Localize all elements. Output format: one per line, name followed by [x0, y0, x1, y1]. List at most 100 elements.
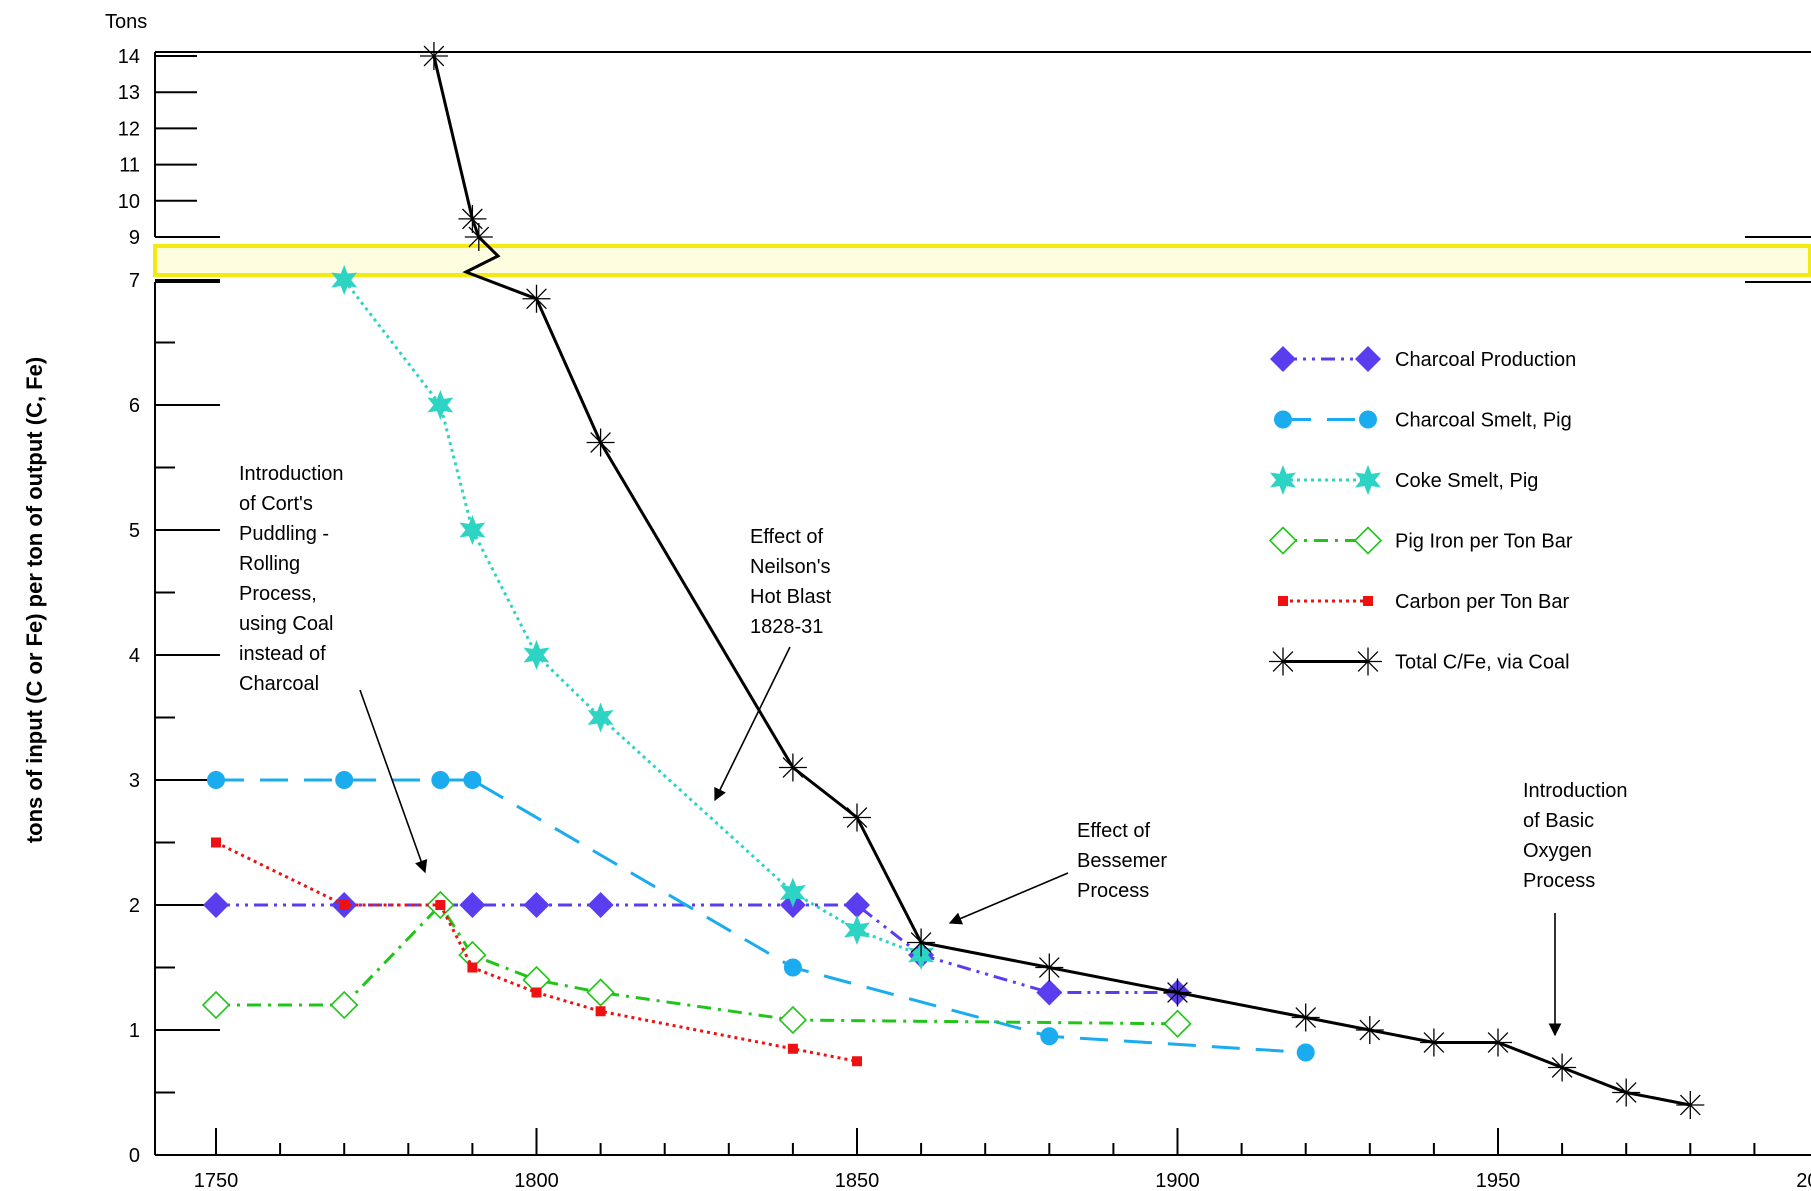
legend-item: Charcoal Smelt, Pig: [1274, 410, 1572, 432]
marker-asterisk: [778, 753, 807, 782]
x-tick-label: 1850: [835, 1170, 880, 1191]
series-charcoal-smelt-pig: [207, 771, 1315, 1062]
marker-star: [331, 265, 358, 295]
marker-square: [435, 900, 446, 910]
y-tick-label: 4: [129, 645, 140, 667]
annotation-line: Neilson's: [750, 556, 831, 578]
marker-diamond: [587, 892, 614, 918]
x-tick-label: 1800: [514, 1170, 559, 1191]
marker-asterisk: [464, 223, 493, 251]
annotation-line: Hot Blast: [750, 586, 832, 608]
y-tick-label: 6: [129, 395, 140, 417]
marker-asterisk-stroke: [1423, 1032, 1445, 1053]
marker-star: [459, 515, 486, 545]
marker-asterisk-stroke: [526, 288, 547, 310]
marker-asterisk-stroke: [1167, 982, 1188, 1003]
marker-asterisk-stroke: [1551, 1057, 1573, 1078]
marker-asterisk: [458, 204, 487, 233]
marker-star: [779, 877, 806, 908]
marker-diamond: [523, 892, 550, 918]
marker-open-diamond: [1163, 1009, 1192, 1038]
marker-diamond: [1036, 979, 1063, 1006]
series-line: [343, 279, 922, 957]
marker-diamond: [844, 892, 870, 918]
y-tick-label: 9: [129, 227, 140, 249]
legend-label: Coke Smelt, Pig: [1395, 470, 1538, 492]
marker-asterisk: [522, 284, 551, 313]
annotation-line: using Coal: [239, 613, 334, 635]
marker-diamond: [203, 892, 229, 918]
y-tick-label: 7: [129, 270, 140, 292]
annotation-bessemer: Effect of Bessemer Process: [948, 820, 1167, 925]
annotation-line: Rolling: [239, 553, 300, 575]
legend-item: Carbon per Ton Bar: [1278, 591, 1570, 613]
y-tick-label: 12: [118, 118, 140, 140]
marker-asterisk: [419, 42, 448, 70]
marker-star: [427, 390, 454, 420]
marker-asterisk-stroke: [910, 932, 932, 953]
marker-circle: [1359, 410, 1377, 429]
y-unit-label: Tons: [105, 11, 147, 33]
marker-open-diamond: [201, 990, 231, 1020]
marker-star: [587, 702, 614, 733]
series-total-c-fe-via-coal: [419, 42, 1705, 1119]
marker-square: [211, 837, 221, 848]
legend-label: Total C/Fe, via Coal: [1395, 652, 1570, 674]
annotation-line: Puddling -: [239, 523, 329, 545]
annotation-line: Introduction: [239, 463, 344, 485]
marker-diamond: [1355, 346, 1381, 372]
legend-label: Pig Iron per Ton Bar: [1395, 531, 1573, 553]
annotation-line: Process: [1077, 880, 1149, 902]
legend-label: Carbon per Ton Bar: [1395, 591, 1570, 613]
marker-square: [1363, 596, 1373, 606]
y-tick-label: 14: [118, 46, 140, 68]
series-line: [215, 841, 858, 1063]
marker-circle: [335, 771, 354, 789]
x-tick-label: 1950: [1476, 1170, 1521, 1191]
annotations-layer: Introduction of Cort's Puddling - Rolling Pr…: [239, 463, 1628, 1037]
marker-circle: [431, 771, 450, 789]
series-line: [432, 55, 1691, 1107]
marker-open-diamond: [330, 990, 359, 1020]
marker-asterisk: [1163, 978, 1192, 1007]
marker-asterisk: [1035, 953, 1064, 982]
x-tick-label: 2000: [1796, 1170, 1811, 1191]
marker-asterisk-stroke: [782, 757, 804, 778]
y-tick-label: 13: [118, 82, 140, 104]
legend-item: Coke Smelt, Pig: [1270, 465, 1538, 495]
legend-label: Charcoal Production: [1395, 349, 1576, 371]
marker-asterisk: [843, 803, 871, 832]
y-tick-label: 1: [129, 1020, 140, 1042]
annotation-arrow: [714, 646, 791, 802]
marker-circle: [463, 771, 482, 789]
marker-circle: [783, 958, 802, 977]
annotation-line: Oxygen: [1523, 840, 1592, 862]
legend-item: Pig Iron per Ton Bar: [1268, 526, 1573, 555]
marker-asterisk: [907, 928, 936, 957]
annotation-text: Introduction of Cort's Puddling - Rolling Pr…: [239, 463, 344, 695]
marker-asterisk: [1354, 647, 1382, 676]
marker-asterisk-stroke: [1487, 1032, 1509, 1053]
annotation-text: Introduction of Basic Oxygen Process: [1523, 780, 1628, 892]
marker-asterisk-stroke: [1679, 1094, 1701, 1116]
annotation-line: Process: [1523, 870, 1595, 892]
annotation-line: 1828-31: [750, 616, 823, 638]
annotation-arrow: [948, 872, 1069, 925]
marker-asterisk: [1355, 1016, 1384, 1044]
annotation-text: Effect of Neilson's Hot Blast 1828-31: [750, 526, 832, 638]
marker-diamond: [1270, 346, 1296, 372]
annotation-text: Effect of Bessemer Process: [1077, 820, 1167, 902]
marker-open-diamond: [1353, 526, 1383, 555]
x-tick-label: 1900: [1155, 1170, 1200, 1191]
marker-square: [852, 1056, 862, 1067]
marker-square: [531, 987, 542, 998]
y-tick-label: 0: [129, 1145, 140, 1167]
y-axis-title: tons of input (C or Fe) per ton of outpu…: [22, 357, 47, 843]
marker-asterisk: [1612, 1078, 1641, 1107]
marker-asterisk: [1676, 1091, 1705, 1119]
marker-open-diamond: [586, 978, 615, 1007]
marker-diamond: [459, 892, 486, 918]
legend: Charcoal Production Charcoal Smelt, Pig Co…: [1268, 346, 1576, 676]
annotation-cort: Introduction of Cort's Puddling - Rolling Pr…: [239, 463, 428, 874]
